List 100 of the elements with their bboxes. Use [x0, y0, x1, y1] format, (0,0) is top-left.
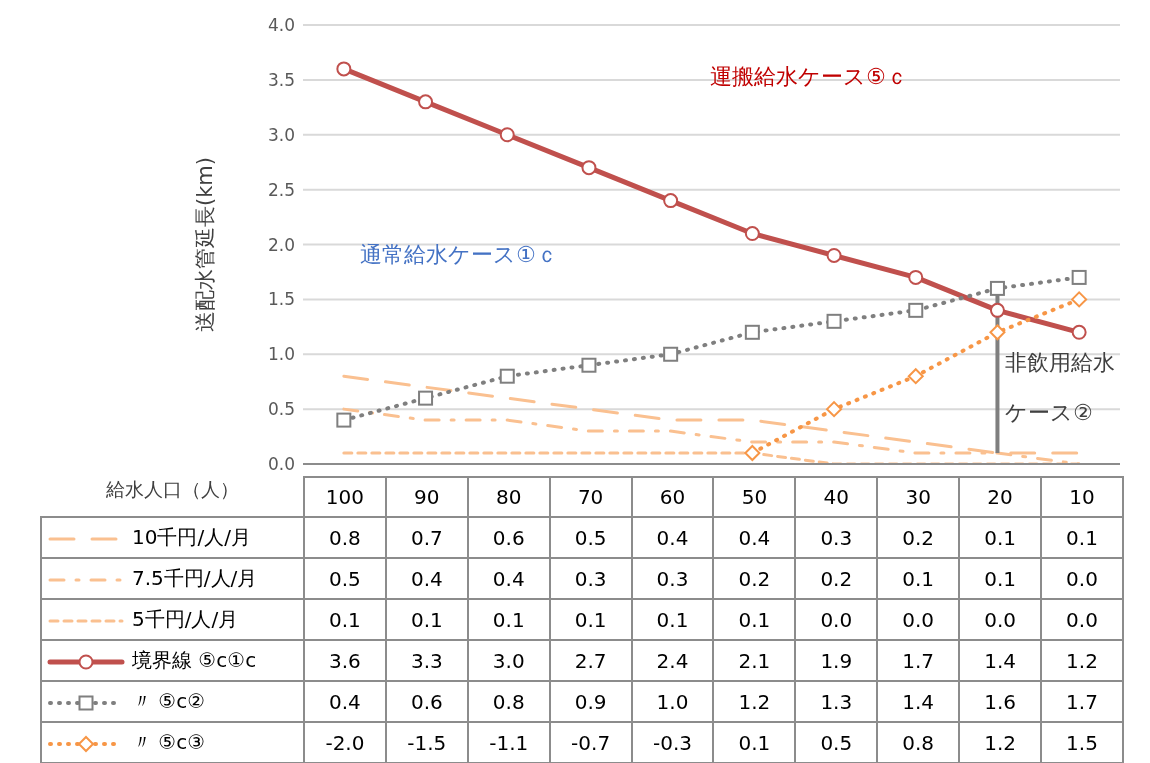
data-label: 0.2	[795, 558, 878, 599]
legend-label: 〃 ⑤c③	[132, 730, 206, 754]
data-label: 1.9	[795, 640, 878, 681]
annotation: 非飲用給水ケース②	[1005, 349, 1116, 427]
data-label: 1.3	[795, 681, 878, 722]
data-label: 0.4	[385, 558, 468, 599]
point	[744, 226, 760, 242]
point	[581, 160, 597, 176]
legend-label: 〃 ⑤c②	[132, 689, 206, 713]
data-label: 0.5	[795, 722, 878, 763]
data-label: 0.1	[467, 599, 550, 640]
data-label: 1.2	[959, 722, 1042, 763]
point	[744, 324, 760, 340]
data-label: 1.7	[877, 640, 960, 681]
data-label: 0.3	[795, 517, 878, 558]
data-label: 0.1	[713, 599, 796, 640]
data-label: 0.7	[385, 517, 468, 558]
data-label: 3.6	[304, 640, 386, 681]
x-tick-label: 20	[959, 477, 1042, 517]
point	[663, 346, 679, 362]
data-label: 0.0	[959, 599, 1042, 640]
text: -0.3	[652, 730, 693, 755]
data-label: 0.0	[1041, 558, 1123, 599]
y-tick-label: 2.0	[267, 234, 295, 255]
data-label: 0.4	[467, 558, 550, 599]
y-tick-label: 1.5	[267, 289, 295, 310]
y-tick-label: 3.5	[267, 69, 295, 90]
x-tick-label: 10	[1041, 477, 1123, 517]
point	[744, 445, 761, 462]
data-label: 0.1	[959, 558, 1042, 599]
data-label: 0.1	[1041, 517, 1123, 558]
y-tick-label: 2.5	[267, 179, 295, 200]
data-label: 0.5	[549, 517, 632, 558]
data-label: 0.1	[549, 599, 632, 640]
point	[908, 269, 924, 285]
text: -2.0	[325, 730, 365, 755]
point	[907, 368, 924, 385]
data-label: 2.1	[713, 640, 796, 681]
text: -1.1	[489, 730, 529, 755]
point	[1071, 291, 1088, 308]
legend-label: 5千円/人/月	[132, 607, 239, 631]
x-tick-label: 60	[631, 477, 714, 517]
x-axis-title: 給水人口（人）	[104, 477, 240, 502]
y-tick-label: 1.0	[267, 344, 295, 365]
legend-label: 境界線 ⑤c①c	[132, 648, 257, 672]
x-tick-label: 70	[549, 477, 632, 517]
point	[1071, 269, 1087, 285]
y-tick-label: 3.0	[267, 124, 295, 145]
point	[581, 357, 597, 373]
point	[989, 280, 1005, 296]
data-label: 1.4	[877, 681, 960, 722]
x-tick-label: 80	[467, 477, 550, 517]
data-label: 1.2	[713, 681, 796, 722]
legend-label: 10千円/人/月	[132, 525, 251, 549]
point	[989, 302, 1005, 318]
point	[1071, 324, 1087, 340]
data-label: 0.1	[385, 599, 468, 640]
data-label: 0.2	[713, 558, 796, 599]
text: -1.5	[407, 730, 447, 755]
data-label: 0.4	[713, 517, 796, 558]
y-tick-label: 0.5	[267, 399, 295, 420]
data-label: 0.9	[549, 681, 632, 722]
point	[499, 368, 515, 384]
data-label: 1.7	[1041, 681, 1123, 722]
y-axis-title: 送配水管延長(km)	[193, 156, 218, 333]
data-label: 0.0	[877, 599, 960, 640]
data-label: 0.1	[304, 599, 386, 640]
data-label: 3.0	[467, 640, 550, 681]
point	[336, 61, 352, 77]
legend-label: 7.5千円/人/月	[132, 566, 258, 590]
data-label: 0.6	[385, 681, 468, 722]
data-label: 2.4	[631, 640, 714, 681]
data-label: 1.4	[959, 640, 1042, 681]
point	[663, 193, 679, 209]
data-label: 0.2	[877, 517, 960, 558]
point	[826, 401, 843, 418]
data-label: 0.0	[1041, 599, 1123, 640]
y-tick-label: 0.0	[267, 454, 295, 475]
x-tick-label: 40	[795, 477, 878, 517]
point	[989, 324, 1006, 341]
data-label: 0.3	[549, 558, 632, 599]
data-label: 0.1	[631, 599, 714, 640]
data-label: 0.8	[304, 517, 386, 558]
text: -0.7	[571, 730, 611, 755]
data-label: 0.8	[877, 722, 960, 763]
point	[826, 313, 842, 329]
x-tick-label: 90	[385, 477, 468, 517]
y-tick-label: 4.0	[267, 15, 295, 36]
data-label: 1.0	[631, 681, 714, 722]
data-label: 0.4	[631, 517, 714, 558]
data-label: 0.3	[631, 558, 714, 599]
data-label: 3.3	[385, 640, 468, 681]
data-label: 0.4	[304, 681, 386, 722]
data-label: 1.5	[1041, 722, 1123, 763]
data-label: 0.1	[959, 517, 1042, 558]
x-tick-label: 50	[713, 477, 796, 517]
x-tick-label: 30	[877, 477, 960, 517]
data-label: 0.0	[795, 599, 878, 640]
data-label: 2.7	[549, 640, 632, 681]
point	[499, 127, 515, 143]
